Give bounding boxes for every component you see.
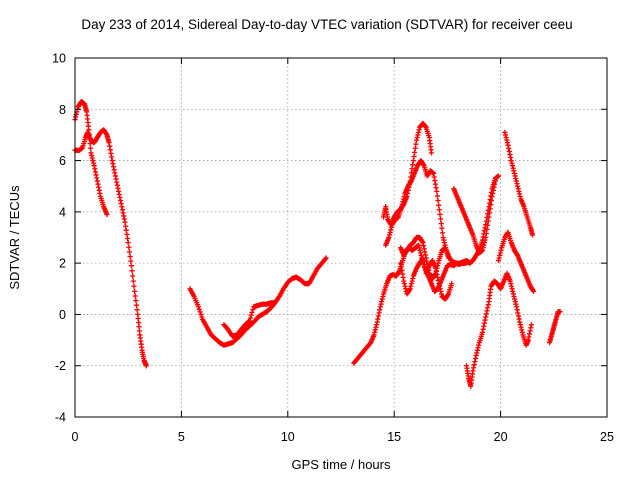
data-point: [196, 306, 202, 312]
data-point: [249, 309, 255, 315]
data-point: [323, 255, 329, 261]
data-point: [246, 319, 252, 325]
data-series: [72, 127, 149, 369]
data-point: [126, 249, 133, 255]
data-point: [322, 256, 328, 262]
data-series: [221, 300, 278, 339]
data-point: [436, 207, 442, 213]
data-series: [187, 255, 329, 348]
data-series: [502, 129, 536, 238]
x-tick-label: 20: [494, 430, 508, 444]
data-point: [128, 258, 134, 264]
data-point: [530, 288, 537, 294]
data-point: [195, 304, 202, 310]
data-point: [127, 253, 133, 260]
plot-frame: [74, 57, 608, 418]
data-point: [466, 259, 472, 265]
data-point: [130, 273, 136, 279]
x-axis-label: GPS time / hours: [292, 457, 391, 472]
data-point: [198, 311, 204, 318]
data-point: [248, 312, 254, 318]
y-tick-label: 2: [59, 257, 66, 271]
x-tick-label: 0: [72, 430, 79, 444]
data-point: [134, 307, 140, 313]
data-point: [131, 288, 138, 294]
data-points: [72, 98, 563, 389]
data-point: [436, 202, 442, 208]
data-point: [197, 309, 203, 315]
data-series: [546, 309, 563, 346]
data-point: [199, 314, 205, 320]
data-point: [133, 297, 139, 304]
data-point: [272, 300, 278, 306]
data-point: [437, 216, 444, 222]
data-series: [72, 98, 110, 218]
x-tick-label: 15: [387, 430, 401, 444]
y-tick-label: 4: [59, 205, 66, 219]
data-series: [397, 255, 455, 302]
data-point: [434, 193, 440, 199]
gridlines: [75, 58, 607, 417]
data-point: [529, 232, 536, 238]
data-point: [434, 188, 440, 194]
x-tick-label: 25: [600, 430, 614, 444]
data-point: [528, 322, 535, 328]
data-point: [435, 197, 441, 204]
data-point: [125, 240, 131, 246]
data-point: [445, 255, 452, 261]
data-point: [557, 309, 563, 315]
x-tick-label: 10: [281, 430, 295, 444]
y-tick-label: -2: [55, 359, 66, 373]
data-point: [87, 145, 94, 151]
data-point: [130, 278, 136, 284]
data-point: [250, 306, 256, 313]
data-point: [439, 230, 446, 236]
data-point: [428, 150, 435, 156]
data-point: [131, 283, 137, 289]
x-tick-label: 5: [178, 430, 185, 444]
data-series: [451, 178, 498, 256]
y-tick-label: 10: [52, 52, 66, 66]
data-point: [437, 211, 443, 218]
y-axis-label: SDTVAR / TECUs: [7, 185, 22, 290]
y-tick-label: 6: [59, 154, 66, 168]
data-point: [492, 178, 498, 184]
data-point: [143, 363, 149, 369]
y-tick-label: 8: [59, 103, 66, 117]
data-point: [438, 221, 444, 227]
data-point: [247, 315, 253, 321]
data-series: [397, 234, 452, 282]
data-point: [128, 263, 134, 269]
data-point: [246, 318, 253, 324]
data-point: [133, 302, 140, 308]
data-point: [104, 211, 110, 218]
data-point: [126, 244, 132, 250]
data-series: [463, 270, 535, 389]
data-point: [132, 293, 138, 299]
data-point: [439, 225, 445, 231]
y-tick-label: -4: [55, 411, 66, 425]
axis-ticks: 0 5 10 15 20 25 -4 -2 0 2 4 6 8 10: [52, 52, 614, 445]
data-point: [495, 173, 502, 179]
data-point: [449, 281, 455, 287]
y-tick-label: 0: [59, 308, 66, 322]
chart-title: Day 233 of 2014, Sidereal Day-to-day VTE…: [81, 17, 572, 32]
data-point: [129, 268, 135, 274]
data-series: [495, 229, 537, 294]
